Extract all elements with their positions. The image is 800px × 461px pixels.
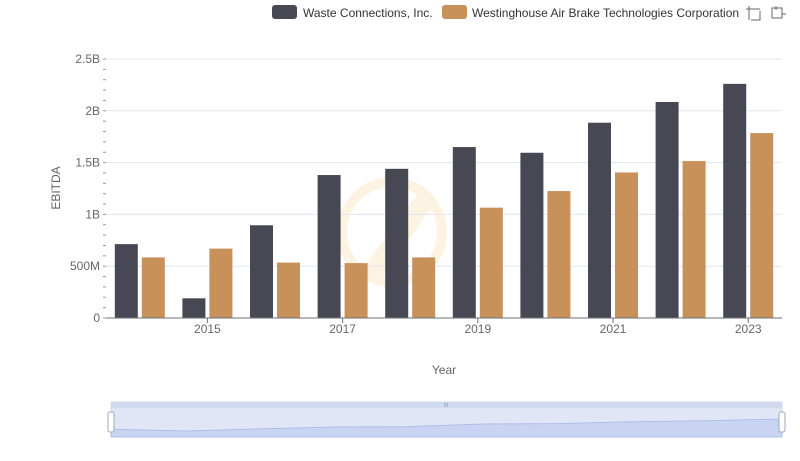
bar-series-2-2022[interactable] bbox=[682, 161, 706, 318]
legend-swatch-series-1[interactable] bbox=[272, 5, 297, 19]
bar-series-1-2015[interactable] bbox=[182, 298, 206, 318]
y-tick-label: 0 bbox=[93, 311, 100, 325]
y-axis: 0 500M 1B 1.5B 2B 2.5B bbox=[70, 52, 100, 325]
y-tick-label: 2B bbox=[85, 104, 100, 118]
y-minor-ticks bbox=[103, 58, 106, 319]
bar-series-2-2019[interactable] bbox=[479, 207, 503, 318]
bar-series-1-2014[interactable] bbox=[114, 244, 138, 318]
restore-icon[interactable] bbox=[771, 6, 786, 19]
x-tick-label: 2017 bbox=[329, 322, 356, 336]
bar-series-2-2014[interactable] bbox=[141, 257, 165, 318]
x-tick-label: 2021 bbox=[600, 322, 627, 336]
legend[interactable]: Waste Connections, Inc. Westinghouse Air… bbox=[272, 5, 739, 20]
bar-series-1-2020[interactable] bbox=[520, 152, 544, 318]
data-zoom-handle-left[interactable] bbox=[107, 411, 115, 433]
bar-series-2-2021[interactable] bbox=[615, 172, 638, 318]
bars bbox=[114, 83, 774, 319]
bar-series-1-2016[interactable] bbox=[250, 225, 273, 318]
bar-series-1-2023[interactable] bbox=[723, 83, 747, 318]
x-axis: 2015 2017 2019 2021 2023 bbox=[106, 317, 782, 336]
data-zoom-slider[interactable]: III bbox=[107, 401, 786, 438]
y-tick-label: 1B bbox=[85, 207, 100, 221]
y-tick-label: 1.5B bbox=[75, 156, 100, 170]
x-tick-label: 2015 bbox=[194, 322, 221, 336]
bar-series-2-2023[interactable] bbox=[750, 133, 774, 318]
bar-series-2-2018[interactable] bbox=[412, 257, 436, 318]
data-zoom-grip-label[interactable]: III bbox=[443, 403, 448, 409]
x-tick-label: 2023 bbox=[735, 322, 762, 336]
bar-series-1-2019[interactable] bbox=[452, 147, 476, 318]
bar-series-1-2017[interactable] bbox=[317, 175, 341, 318]
y-tick-label: 2.5B bbox=[75, 52, 100, 66]
y-tick-label: 500M bbox=[70, 259, 100, 273]
grid bbox=[106, 58, 782, 319]
legend-label-series-1[interactable]: Waste Connections, Inc. bbox=[303, 6, 433, 20]
legend-swatch-series-2[interactable] bbox=[442, 5, 467, 19]
x-axis-title: Year bbox=[432, 363, 456, 377]
bar-series-1-2018[interactable] bbox=[385, 168, 409, 318]
bar-series-2-2015[interactable] bbox=[209, 248, 233, 318]
legend-label-series-2[interactable]: Westinghouse Air Brake Technologies Corp… bbox=[472, 6, 739, 20]
bar-series-2-2020[interactable] bbox=[547, 191, 571, 318]
bar-series-2-2016[interactable] bbox=[277, 262, 300, 318]
bar-series-2-2017[interactable] bbox=[344, 263, 368, 318]
data-zoom-handle-right[interactable] bbox=[778, 411, 786, 433]
data-zoom-top-bar[interactable] bbox=[111, 402, 782, 408]
zoom-icon[interactable] bbox=[746, 6, 761, 21]
bar-series-1-2021[interactable] bbox=[588, 122, 611, 319]
x-tick-label: 2019 bbox=[464, 322, 491, 336]
y-axis-title: EBITDA bbox=[49, 166, 63, 209]
bar-series-1-2022[interactable] bbox=[655, 101, 679, 318]
